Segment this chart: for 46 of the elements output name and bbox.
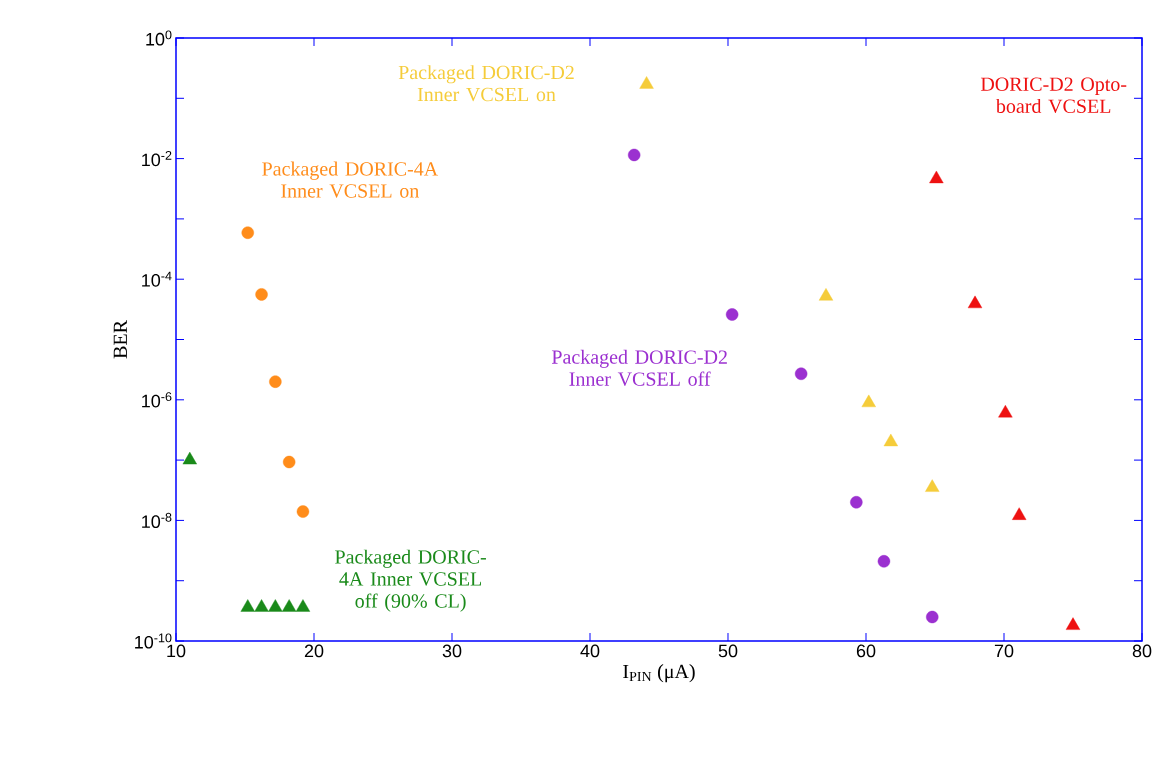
x-tick-label: 80	[1132, 644, 1152, 658]
point	[883, 433, 898, 447]
y-tick-label: 10$^{-4}$	[142, 271, 172, 287]
y-axis-title: BER	[113, 320, 127, 359]
x-axis-title: I$_{PIN}$ (μA)	[623, 664, 695, 683]
y-tick-label: 10$^{-8}$	[142, 512, 172, 529]
y-tick-label: 10$^{0}$	[146, 30, 172, 46]
point	[1012, 507, 1027, 520]
point	[268, 599, 283, 612]
point	[929, 170, 944, 184]
point	[282, 455, 296, 469]
x-tick-label: 70	[994, 644, 1014, 658]
point	[282, 599, 297, 612]
x-tick-label: 20	[304, 644, 324, 658]
point	[861, 394, 876, 408]
point	[850, 496, 863, 509]
point	[925, 479, 940, 492]
y-tick-label: 10$^{-2}$	[142, 150, 172, 167]
point	[998, 404, 1013, 418]
point	[794, 367, 808, 380]
x-tick-label: 60	[856, 644, 876, 658]
point	[725, 308, 739, 321]
series-label: Packaged DORIC-4A Inner VCSEL off (90% CL)	[335, 549, 486, 612]
point	[639, 76, 654, 89]
x-tick-label: 30	[442, 644, 462, 658]
point	[296, 505, 310, 518]
point	[926, 610, 939, 624]
text: Packaged DORIC-D2 Inner VCSEL on	[398, 65, 574, 102]
point	[254, 599, 269, 612]
point	[818, 288, 834, 301]
point	[877, 555, 891, 568]
point	[295, 599, 311, 612]
point	[967, 295, 983, 309]
text: DORIC-D2 Opto-board VCSEL	[980, 77, 1127, 114]
point	[240, 599, 255, 612]
x-tick-label: 50	[718, 644, 738, 658]
point	[241, 226, 254, 239]
series-label: Packaged DORIC-4A Inner VCSEL on	[262, 161, 439, 198]
point	[255, 288, 268, 301]
point	[627, 148, 641, 162]
x-tick-label: 40	[580, 644, 600, 658]
point	[1065, 617, 1081, 630]
point	[182, 451, 197, 465]
series-label: Packaged DORIC-D2 Inner VCSEL off	[551, 349, 727, 386]
point	[269, 375, 282, 388]
y-tick-label: 10$^{-6}$	[142, 392, 172, 408]
